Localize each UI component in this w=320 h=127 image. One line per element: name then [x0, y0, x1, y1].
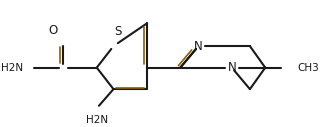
- Text: N: N: [228, 61, 236, 74]
- Text: N: N: [194, 40, 203, 53]
- Text: O: O: [49, 23, 58, 37]
- Text: CH3: CH3: [297, 63, 319, 73]
- Text: H2N: H2N: [86, 115, 108, 125]
- Text: S: S: [114, 25, 121, 38]
- Text: H2N: H2N: [1, 63, 23, 73]
